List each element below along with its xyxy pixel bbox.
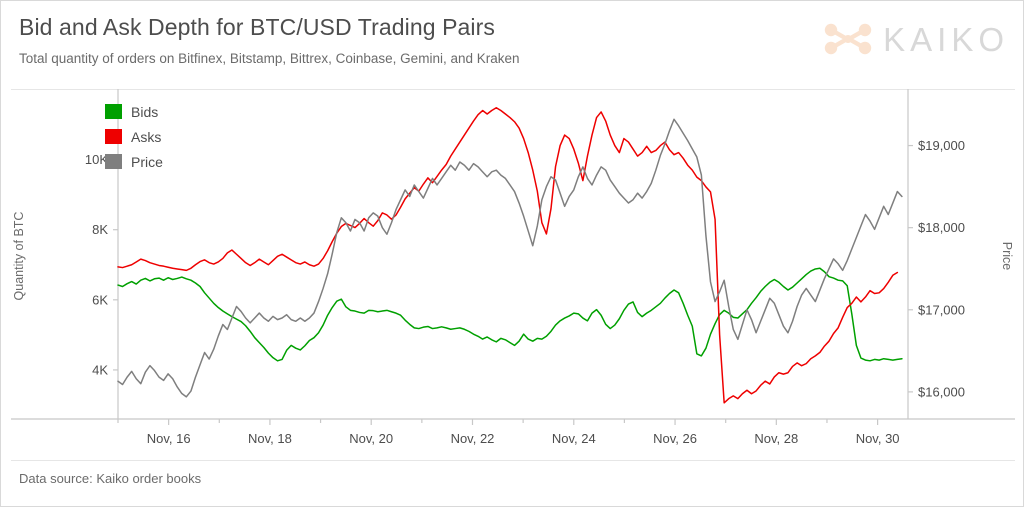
series-line-bids [117, 267, 903, 362]
legend-swatch-price [105, 154, 122, 169]
legend-label-bids: Bids [131, 103, 159, 120]
y2-tick-label: $16,000 [918, 384, 965, 399]
y-tick-label: 6K [92, 292, 108, 307]
series-line-price [117, 118, 903, 398]
x-tick-label: Nov, 24 [552, 431, 596, 446]
page-subtitle: Total quantity of orders on Bitfinex, Bi… [19, 51, 520, 66]
legend-swatch-asks [105, 129, 122, 144]
chart-plot-area: 4K 6K 8K 10K Quantity of BTC $16,000 $17,000 $1… [1, 89, 1024, 459]
chart-header: Bid and Ask Depth for BTC/USD Trading Pa… [1, 1, 1024, 90]
y2-tick-label: $18,000 [918, 220, 965, 235]
header-divider [11, 89, 1015, 90]
y-tick-label: 8K [92, 222, 108, 237]
kaiko-logo: KAIKO [822, 17, 1009, 61]
series-line-asks [117, 106, 899, 404]
x-tick-label: Nov, 26 [653, 431, 697, 446]
x-tick-label: Nov, 16 [147, 431, 191, 446]
legend-label-asks: Asks [131, 128, 162, 145]
y2-tick-label: $17,000 [918, 302, 965, 317]
legend-swatch-bids [105, 104, 122, 119]
x-tick-label: Nov, 22 [451, 431, 495, 446]
y2-tick-label: $19,000 [918, 138, 965, 153]
page-title: Bid and Ask Depth for BTC/USD Trading Pa… [19, 14, 496, 40]
legend-label-price: Price [131, 153, 163, 170]
x-tick-label: Nov, 18 [248, 431, 292, 446]
footer-divider [11, 460, 1015, 461]
x-tick-label: Nov, 20 [349, 431, 393, 446]
legend-item-bids[interactable]: Bids [105, 99, 163, 124]
x-tick-label: Nov, 30 [856, 431, 900, 446]
y2-axis-title: Price [1000, 242, 1014, 271]
y-tick-label: 4K [92, 362, 108, 377]
logo-wordmark: KAIKO [883, 20, 1009, 58]
x-tick-label: Nov, 28 [754, 431, 798, 446]
legend-item-asks[interactable]: Asks [105, 124, 163, 149]
data-source-note: Data source: Kaiko order books [19, 471, 202, 486]
chart-legend: Bids Asks Price [105, 99, 163, 174]
kaiko-molecule-icon [824, 23, 872, 55]
legend-item-price[interactable]: Price [105, 149, 163, 174]
y-axis-title: Quantity of BTC [12, 212, 26, 301]
chart-svg: 4K 6K 8K 10K Quantity of BTC $16,000 $17,000 $1… [11, 89, 1015, 446]
y-tick-label: 10K [85, 152, 108, 167]
